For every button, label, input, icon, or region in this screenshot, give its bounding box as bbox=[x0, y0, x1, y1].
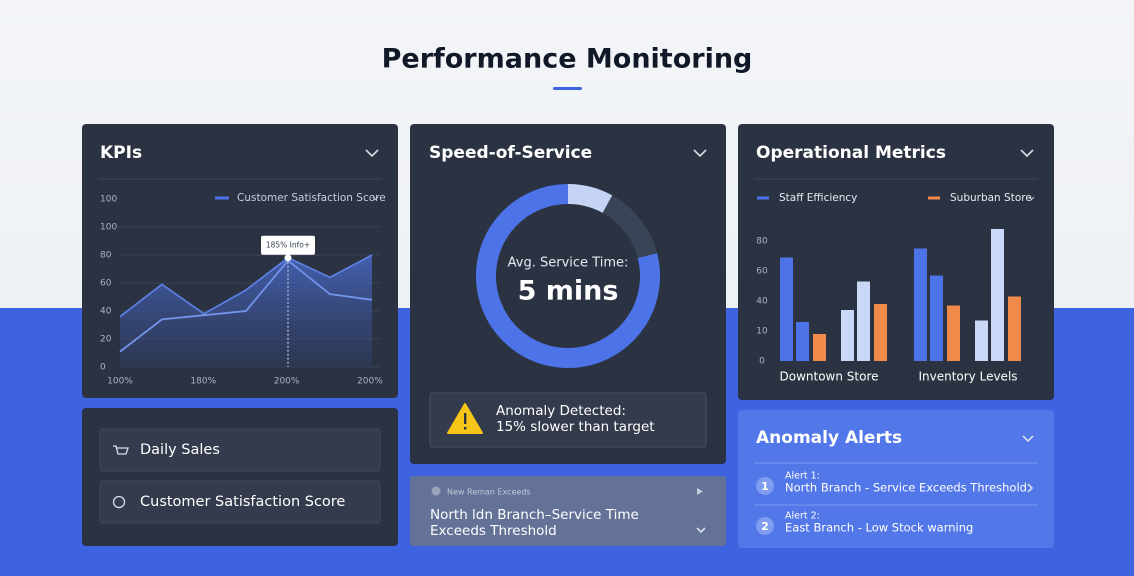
alert-label: Alert 1: bbox=[785, 471, 820, 482]
anomaly-title: Anomaly Detected: bbox=[496, 403, 626, 419]
cart-icon bbox=[113, 445, 129, 455]
bar bbox=[1008, 296, 1021, 361]
alert-badge-label: 2 bbox=[761, 520, 769, 533]
x-tick-label: 200% bbox=[357, 377, 383, 387]
anomaly-text: 15% slower than target bbox=[496, 419, 655, 435]
donut-segment bbox=[476, 184, 660, 368]
collapse-icon[interactable] bbox=[365, 149, 379, 158]
link-item[interactable] bbox=[99, 428, 381, 472]
notify-caption: New Reman Exceeds bbox=[447, 488, 531, 497]
bar bbox=[930, 275, 943, 361]
y-tick-label: 100 bbox=[100, 195, 117, 205]
bar bbox=[914, 248, 927, 361]
tooltip bbox=[261, 235, 315, 255]
bar bbox=[780, 257, 793, 361]
y-tick-label: 0 bbox=[759, 357, 765, 367]
page-title: Performance Monitoring bbox=[382, 44, 753, 75]
collapse-icon[interactable] bbox=[693, 149, 707, 158]
donut-segment bbox=[602, 195, 658, 259]
legend-label: Staff Efficiency bbox=[779, 192, 857, 204]
collapse-icon[interactable] bbox=[1020, 149, 1034, 158]
y-tick-label: 80 bbox=[756, 237, 768, 247]
bar bbox=[841, 310, 854, 361]
alert-badge-label: 1 bbox=[761, 480, 769, 493]
panel-title: Anomaly Alerts bbox=[756, 428, 902, 448]
warning-glyph bbox=[464, 427, 467, 430]
title-underline bbox=[553, 87, 582, 90]
speed-panel bbox=[410, 124, 726, 464]
y-tick-label: 10 bbox=[756, 327, 768, 337]
donut-label: Avg. Service Time: bbox=[508, 256, 629, 271]
dropdown-icon[interactable] bbox=[372, 196, 379, 201]
bar bbox=[796, 322, 809, 361]
legend-label: Suburban Store bbox=[950, 192, 1032, 204]
anomaly-box bbox=[429, 392, 707, 448]
alert-badge bbox=[756, 517, 774, 535]
y-tick-label: 80 bbox=[100, 251, 112, 261]
link-label: Daily Sales bbox=[140, 442, 220, 458]
donut-segment bbox=[567, 184, 613, 214]
panel-title: KPIs bbox=[100, 143, 142, 163]
notify-text: North ldn Branch–Service Time bbox=[430, 507, 639, 523]
notify-icon bbox=[431, 486, 441, 496]
gauge-icon bbox=[112, 495, 126, 509]
y-tick-label: 20 bbox=[100, 335, 112, 345]
dropdown-icon[interactable] bbox=[1028, 196, 1035, 201]
x-tick-label: Inventory Levels bbox=[918, 370, 1017, 384]
bar bbox=[947, 305, 960, 361]
notify-icon[interactable] bbox=[697, 488, 703, 495]
collapse-icon[interactable] bbox=[1022, 435, 1034, 443]
bar bbox=[991, 229, 1004, 361]
bar bbox=[857, 281, 870, 361]
donut-value: 5 mins bbox=[518, 276, 619, 307]
tooltip-label: 185% Info+ bbox=[266, 240, 310, 249]
alert-badge bbox=[756, 477, 774, 495]
y-tick-label: 60 bbox=[756, 267, 768, 277]
point bbox=[284, 254, 292, 262]
bar bbox=[813, 334, 826, 361]
panel-title: Speed-of-Service bbox=[429, 143, 592, 163]
alert-label: Alert 2: bbox=[785, 511, 820, 522]
x-tick-label: 100% bbox=[107, 377, 133, 387]
y-tick-label: 0 bbox=[100, 363, 106, 373]
open-icon[interactable] bbox=[1027, 483, 1034, 493]
y-tick-label: 100 bbox=[100, 223, 117, 233]
link-label: Customer Satisfaction Score bbox=[140, 494, 345, 510]
x-tick-label: 180% bbox=[190, 377, 216, 387]
line bbox=[119, 259, 373, 353]
expand-icon[interactable] bbox=[696, 527, 706, 534]
notification-card[interactable] bbox=[410, 476, 726, 546]
legend-label: Customer Satisfaction Score bbox=[237, 192, 386, 204]
y-tick-label: 60 bbox=[100, 279, 112, 289]
bar bbox=[975, 320, 988, 361]
line bbox=[119, 254, 373, 318]
alerts-panel bbox=[738, 410, 1054, 548]
x-tick-label: Downtown Store bbox=[780, 370, 879, 384]
bar bbox=[874, 304, 887, 361]
x-tick-label: 200% bbox=[274, 377, 300, 387]
notify-text: Exceeds Threshold bbox=[430, 523, 557, 539]
y-tick-label: 40 bbox=[756, 297, 768, 307]
alert-text: North Branch - Service Exceeds Threshold bbox=[785, 481, 1027, 495]
y-tick-label: 40 bbox=[100, 307, 112, 317]
warning-glyph bbox=[464, 413, 467, 424]
link-item[interactable] bbox=[99, 480, 381, 524]
panel-title: Operational Metrics bbox=[756, 143, 946, 163]
alert-text: East Branch - Low Stock warning bbox=[785, 521, 973, 535]
